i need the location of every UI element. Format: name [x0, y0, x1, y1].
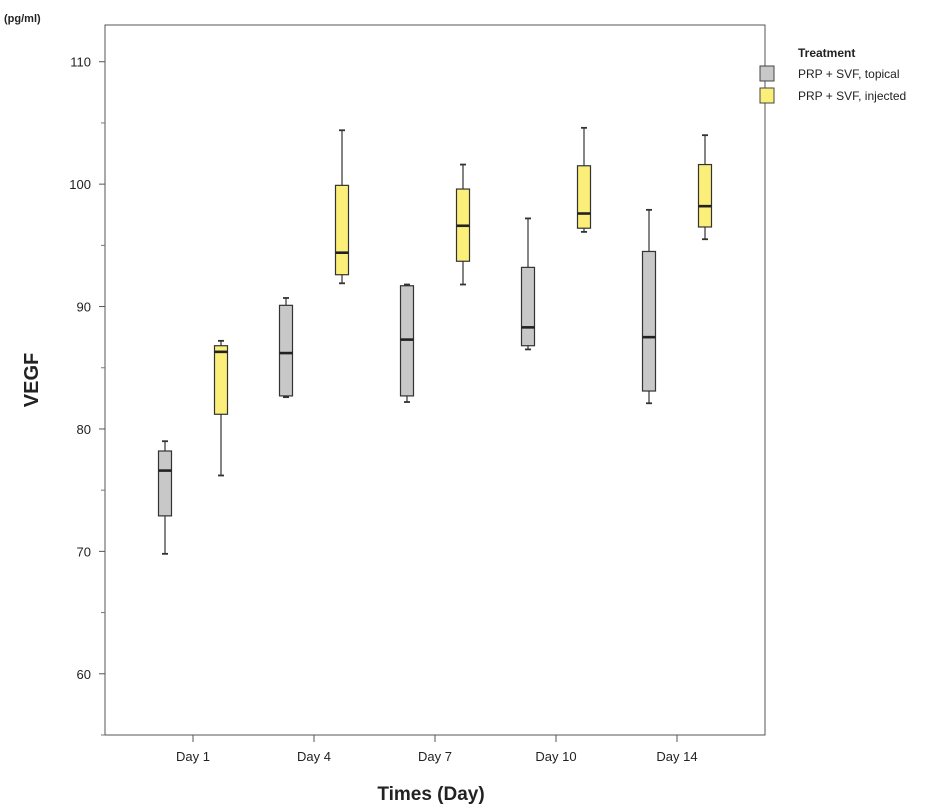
box-injected-1	[213, 339, 229, 477]
iqr-box	[213, 345, 229, 415]
legend-title: Treatment	[798, 46, 855, 60]
box-topical-2	[278, 297, 294, 399]
plot-area	[104, 24, 766, 736]
legend-swatch-2	[759, 87, 775, 104]
box-topical-4	[520, 217, 536, 351]
legend: Treatment PRP + SVF, topical PRP + SVF, i…	[759, 46, 906, 104]
iqr-box	[157, 450, 173, 517]
y-tick-label: 60	[77, 667, 91, 682]
y-tick-label: 70	[77, 544, 91, 559]
legend-label-1: PRP + SVF, topical	[798, 67, 900, 81]
x-tick-label-1: Day 1	[176, 749, 210, 764]
y-tick-label: 110	[70, 55, 91, 70]
iqr-box	[520, 266, 536, 347]
x-tick-label-2: Day 4	[297, 749, 331, 764]
box-topical-3	[399, 283, 415, 403]
x-axis: Day 1 Day 4 Day 7 Day 10 Day 14	[176, 735, 698, 764]
x-tick-label-5: Day 14	[656, 749, 697, 764]
iqr-box	[576, 165, 592, 229]
iqr-box	[697, 163, 713, 228]
box-injected-2	[334, 129, 350, 285]
y-axis: 60 70 80 90 100 110	[69, 55, 105, 736]
legend-label-2: PRP + SVF, injected	[798, 89, 906, 103]
box-injected-5	[697, 134, 713, 241]
box-topical-1	[157, 440, 173, 555]
y-axis-title: VEGF	[21, 353, 43, 407]
box-series	[157, 126, 713, 555]
y-unit-label: (pg/ml)	[4, 13, 41, 25]
x-axis-title: Times (Day)	[377, 784, 484, 805]
iqr-box	[334, 184, 350, 276]
y-tick-label: 90	[77, 300, 91, 315]
box-injected-4	[576, 126, 592, 233]
x-tick-label-4: Day 10	[535, 749, 576, 764]
iqr-box	[278, 304, 294, 397]
box-topical-5	[641, 208, 657, 405]
box-injected-3	[455, 163, 471, 286]
y-tick-label: 100	[69, 177, 91, 192]
legend-swatch-1	[759, 65, 775, 82]
x-tick-label-3: Day 7	[418, 749, 452, 764]
y-tick-label: 80	[77, 422, 91, 437]
iqr-box	[641, 250, 657, 392]
